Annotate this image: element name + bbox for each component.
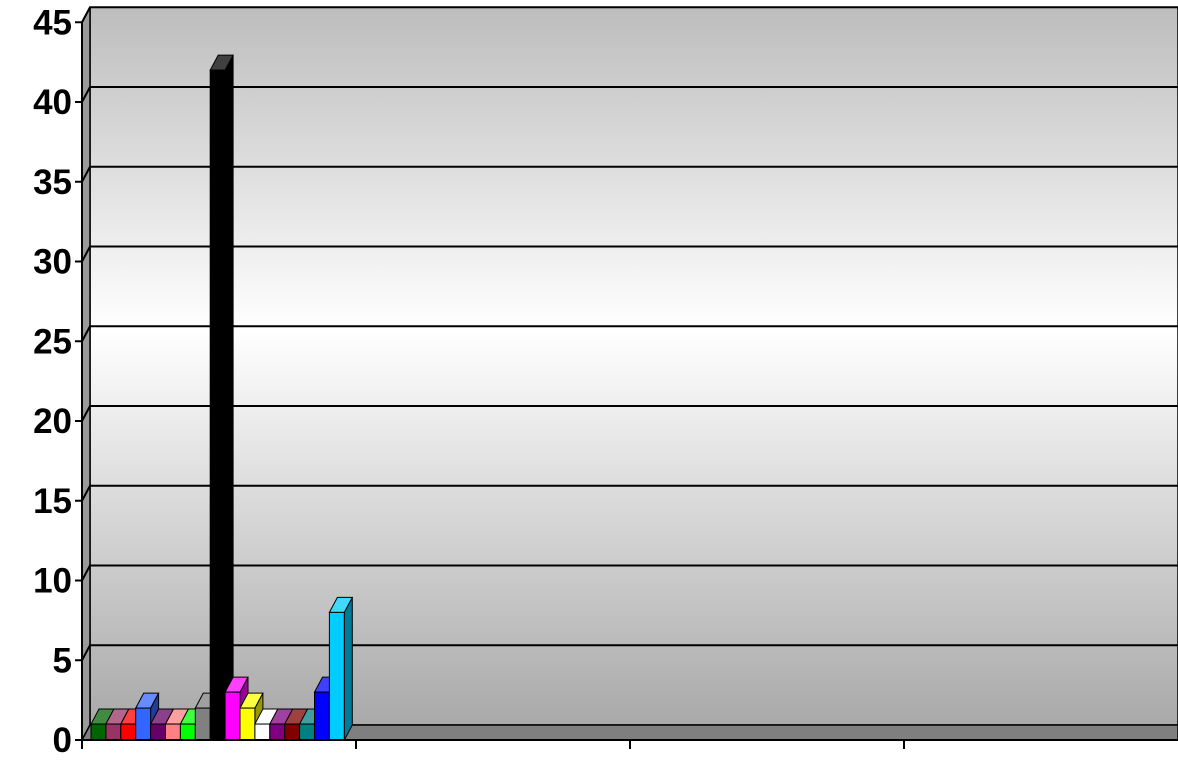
bar	[328, 596, 354, 741]
bar-front	[314, 691, 330, 741]
bar-front	[224, 691, 241, 741]
y-tick-label: 15	[33, 482, 72, 521]
bars-layer	[90, 54, 354, 741]
bar-side	[343, 597, 353, 741]
gridline	[81, 644, 1178, 661]
y-tick-label: 10	[33, 562, 72, 601]
bar-front	[284, 723, 301, 741]
gridline	[81, 6, 1178, 23]
y-tick-label: 30	[33, 243, 72, 282]
gridline	[81, 165, 1178, 183]
y-tick-label: 20	[33, 402, 72, 441]
gridline	[81, 86, 1178, 103]
back-wall	[89, 6, 1178, 726]
axes-layer	[75, 21, 1178, 749]
bar-front	[165, 723, 181, 741]
bar-front	[239, 707, 256, 741]
gridline	[81, 405, 1178, 422]
y-tick-label: 25	[33, 322, 72, 361]
bar-front	[150, 723, 167, 741]
bar-front	[135, 707, 152, 741]
bar-front	[105, 723, 122, 741]
y-tick-label: 0	[53, 721, 72, 760]
tick-labels-layer: 0 5 10 15 20 25 30 35 40 45	[33, 3, 72, 760]
gridline	[81, 245, 1178, 262]
bar-front	[179, 723, 196, 741]
bar-front	[254, 723, 271, 741]
bar-front	[269, 723, 286, 741]
y-tick-label: 5	[53, 641, 72, 680]
gridline	[81, 484, 1178, 502]
bar-front	[299, 723, 316, 741]
bar-side	[224, 54, 234, 741]
gridline	[81, 325, 1178, 342]
bar-front	[120, 723, 137, 741]
bar	[209, 54, 234, 741]
gridlines-layer	[81, 6, 1178, 661]
bar-front	[194, 707, 211, 741]
bar-front	[209, 69, 226, 741]
bar-front	[90, 723, 107, 741]
side-wall	[81, 6, 91, 741]
gridline	[81, 564, 1178, 581]
y-tick-label: 40	[33, 83, 72, 122]
plot-background-layer	[80, 6, 1178, 741]
y-tick-label: 35	[33, 163, 72, 202]
bar-front	[328, 611, 345, 741]
y-tick-label: 45	[33, 3, 72, 42]
